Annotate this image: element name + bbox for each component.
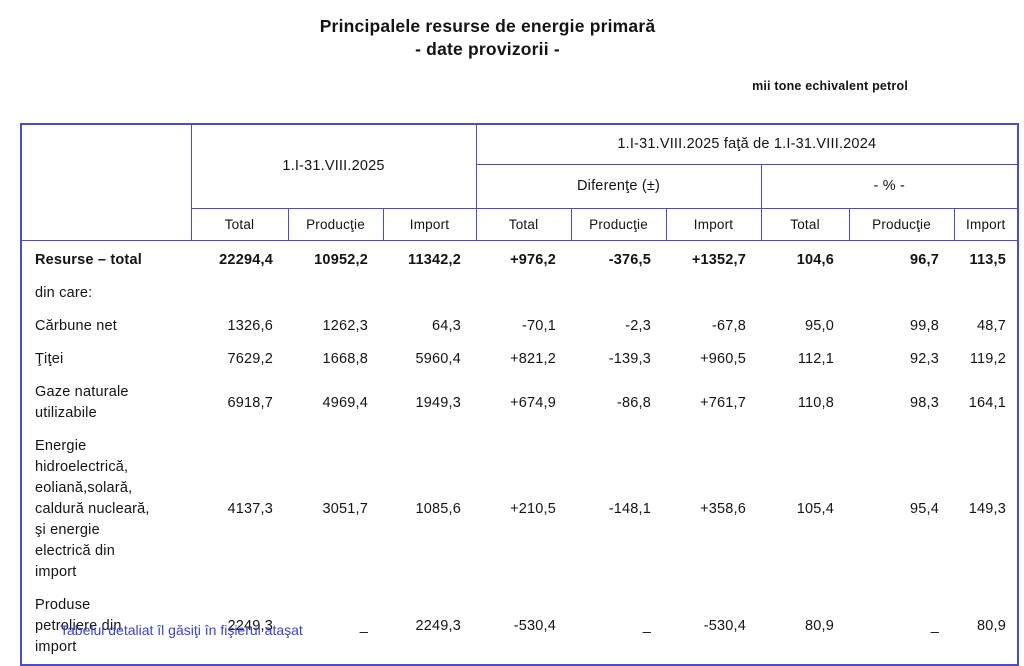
col-header-import-2: Import [665,207,762,241]
value-cell [761,277,849,310]
value-cell: 110,8 [797,394,835,411]
value-cell [288,277,383,310]
row-label: Energie hidroelectrică, eoliană,solară, … [35,437,150,580]
value-cell: +976,2 [510,252,557,268]
value-cell: -376,5 [608,252,652,268]
value-cell: 164,1 [968,394,1007,411]
value-cell: +210,5 [510,501,557,518]
value-cell [476,277,571,310]
value-cell: 1668,8 [322,351,368,368]
row-label: Resurse – total [35,251,142,268]
value-cell: _ [642,618,652,635]
value-cell: -2,3 [625,318,652,335]
diff-group-header: Diferenţe (±) [475,163,762,209]
value-cell: 98,3 [910,394,940,411]
value-cell [571,277,666,310]
value-cell: +1352,7 [691,252,747,268]
value-cell: 95,0 [805,318,835,335]
value-cell [849,277,954,310]
row-label: Cărbune net [35,317,118,334]
value-cell [666,277,761,310]
table-row: Resurse – total 22294,4 10952,2 11342,2 +976… [21,240,1018,277]
value-cell: 1326,6 [227,318,273,335]
value-cell: 80,9 [977,618,1007,635]
value-cell: 119,2 [969,351,1007,368]
value-cell: 10952,2 [314,252,368,268]
value-cell: 99,8 [910,318,940,335]
table-row: Ţiţei 7629,2 1668,8 5960,4 +821,2 -139,3 +960,… [21,343,1018,376]
col-header-total-3: Total [760,207,850,241]
value-cell: -86,8 [616,394,652,411]
energy-resources-table: 1.I-31.VIII.2025 1.I-31.VIII.2025 faţă d… [20,123,1020,666]
value-cell: _ [930,618,940,635]
value-cell [383,277,476,310]
value-cell: 64,3 [432,318,462,335]
value-cell: 2249,3 [415,618,462,635]
value-cell: -148,1 [608,501,652,518]
value-cell: -139,3 [608,351,652,368]
table-body: Resurse – total 22294,4 10952,2 11342,2 +976… [21,240,1018,665]
value-cell: 104,6 [796,252,835,268]
col-header-total-1: Total [190,207,289,241]
table-row: din care: [21,277,1018,310]
value-cell: 1262,3 [322,318,368,335]
unit-label: mii tone echivalent petrol [752,79,908,93]
col-header-productie-3: Producţie [848,207,955,241]
value-cell: +761,7 [700,394,747,411]
title-line1: Principalele resurse de energie primară [319,16,656,36]
value-cell: 22294,4 [219,252,273,268]
table-row: Gaze naturale utilizabile 6918,7 4969,4 194… [21,376,1018,430]
value-cell: 112,1 [797,351,835,368]
value-cell: 1085,6 [415,501,462,518]
value-cell: 4137,3 [227,501,273,518]
row-label: din care: [35,284,93,301]
table-row: Cărbune net 1326,6 1262,3 64,3 -70,1 -2,3 -67,… [21,310,1018,343]
row-label: Ţiţei [35,350,64,367]
page-title: Principalele resurse de energie primară … [0,15,975,61]
title-line2: - date provizorii - [415,39,560,60]
value-cell: +821,2 [510,351,557,368]
value-cell: -530,4 [703,618,747,635]
value-cell: 7629,2 [227,351,273,368]
value-cell: +674,9 [510,394,557,411]
value-cell [954,277,1018,310]
value-cell: 92,3 [910,351,940,368]
corner-cell [20,123,192,241]
footnote-link[interactable]: Tabelul detaliat îl găsiţi în fişierul a… [60,622,303,638]
col-header-productie-2: Producţie [570,207,667,241]
value-cell: +960,5 [700,351,747,368]
value-cell: 96,7 [910,252,940,268]
value-cell: -530,4 [513,618,557,635]
value-cell [191,277,288,310]
col-header-import-1: Import [382,207,477,241]
value-cell: 95,4 [910,501,940,518]
value-cell: -70,1 [521,318,557,335]
value-cell: 105,4 [796,501,835,518]
value-cell: 5960,4 [415,351,462,368]
value-cell: -67,8 [711,318,747,335]
value-cell: 6918,7 [227,394,273,411]
period-header: 1.I-31.VIII.2025 [190,123,477,209]
value-cell: 4969,4 [322,394,368,411]
value-cell: 11342,2 [408,252,462,268]
row-label: Gaze naturale utilizabile [35,383,129,421]
value-cell: 113,5 [969,252,1007,268]
value-cell: 3051,7 [322,501,368,518]
table-row: Energie hidroelectrică, eoliană,solară, … [21,430,1018,589]
pct-group-header: - % - [760,163,1019,209]
value-cell: 80,9 [805,618,835,635]
col-header-import-3: Import [953,207,1019,241]
col-header-total-2: Total [475,207,572,241]
value-cell: 1949,3 [415,394,462,411]
value-cell: 48,7 [977,318,1007,335]
value-cell: +358,6 [700,501,747,518]
col-header-productie-1: Producţie [287,207,384,241]
value-cell: 149,3 [968,501,1007,518]
comparison-header: 1.I-31.VIII.2025 faţă de 1.I-31.VIII.202… [475,123,1019,165]
